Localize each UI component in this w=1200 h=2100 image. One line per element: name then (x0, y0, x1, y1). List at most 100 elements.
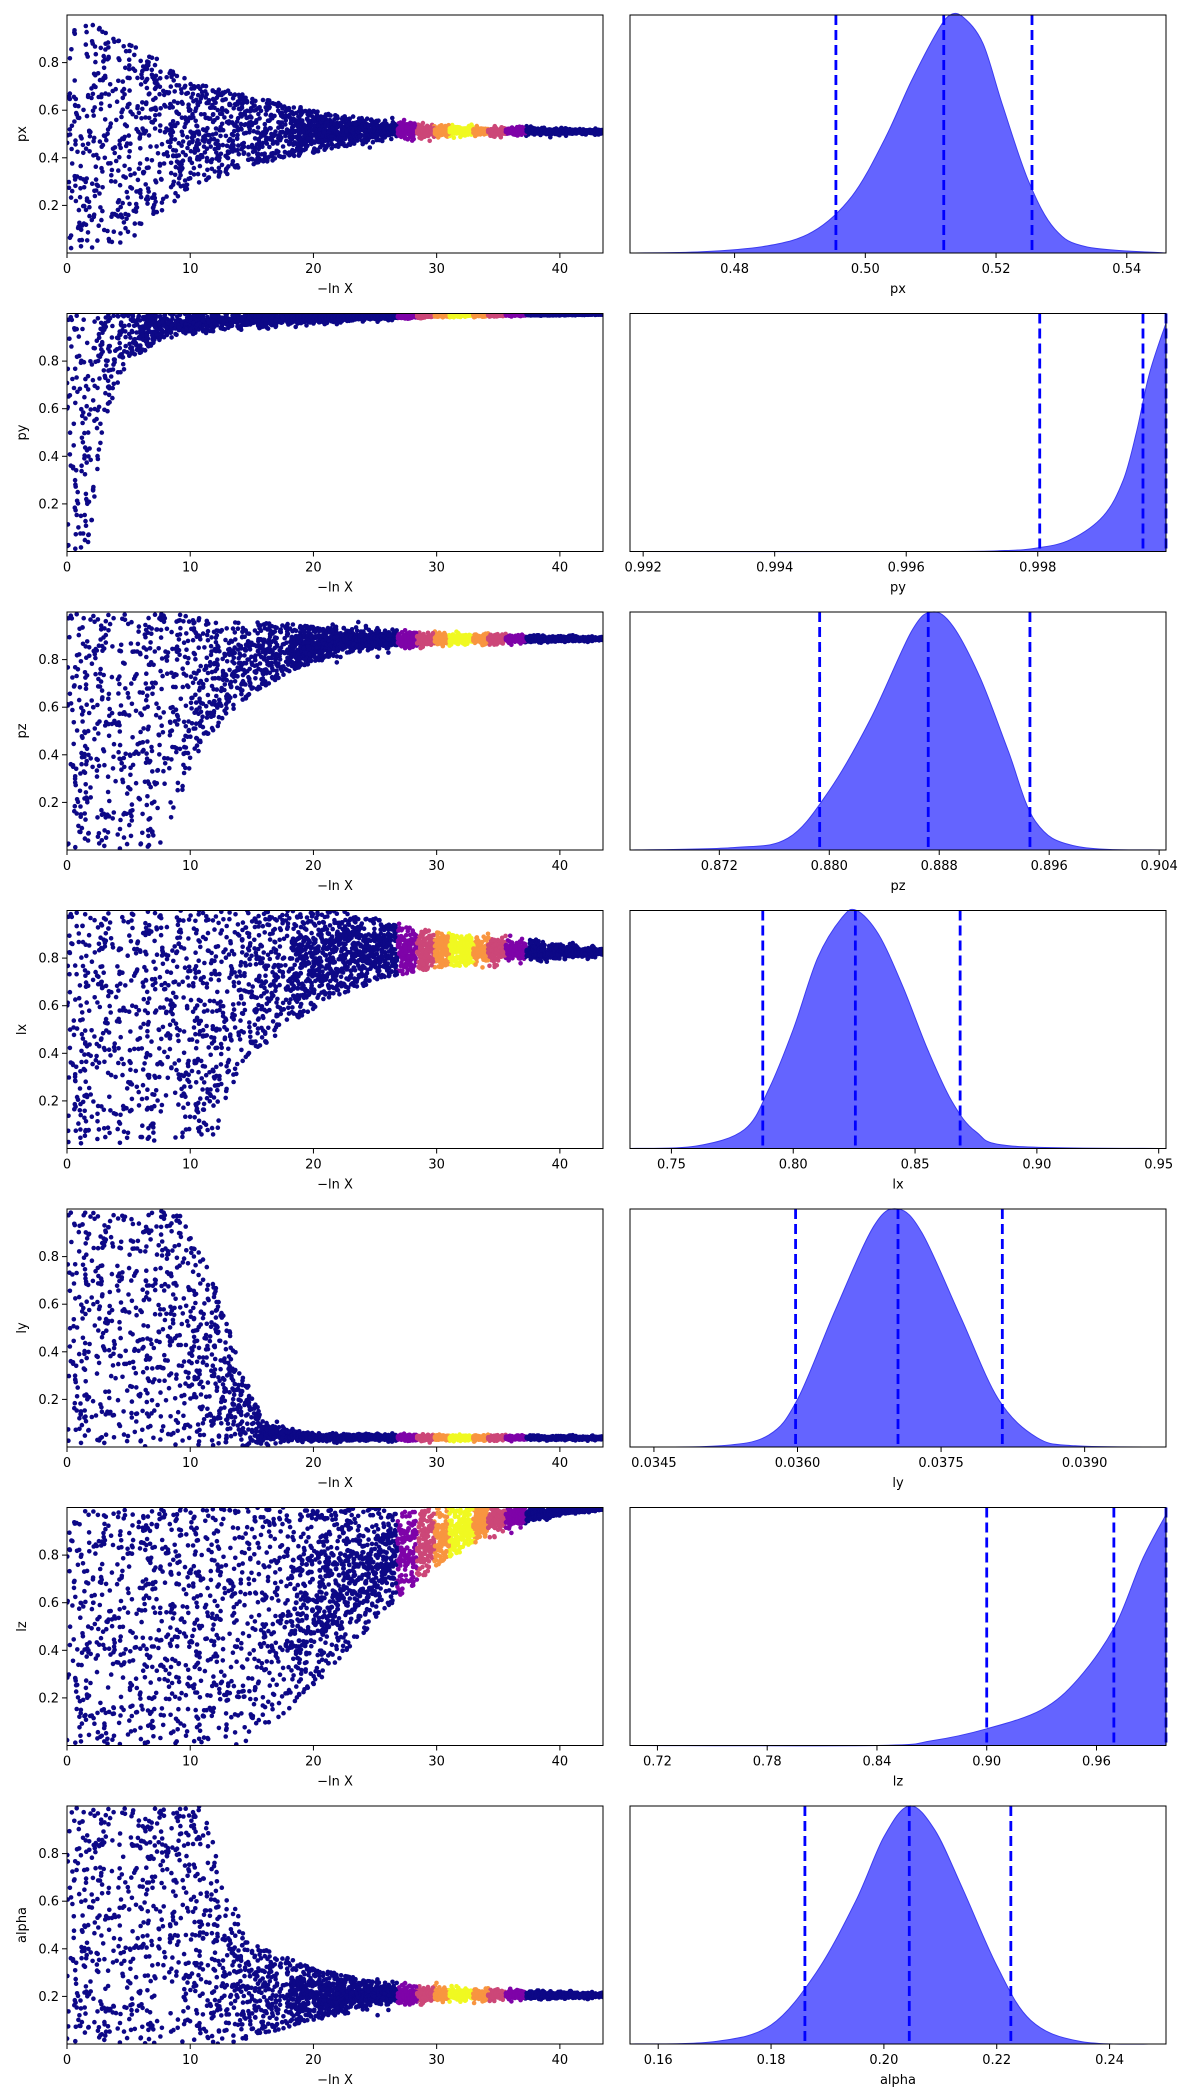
trace-sample-point (78, 244, 84, 249)
trace-sample-point (148, 144, 153, 149)
trace-sample-point (125, 229, 131, 235)
trace-sample-point (198, 96, 204, 101)
trace-sample-point (357, 134, 363, 140)
trace-panel-px: 0 10 20 30 400.20.40.60.8−ln Xpx (15, 14, 604, 297)
trace-sample-point (190, 91, 196, 97)
trace-sample-point (105, 131, 110, 137)
trace-sample-point (94, 338, 100, 344)
trace-sample-point (311, 139, 317, 145)
trace-xtick-label: 30 (428, 262, 445, 277)
trace-sample-point (70, 464, 76, 470)
trace-sample-point (229, 148, 234, 153)
trace-sample-point (203, 133, 208, 138)
trace-sample-point (75, 225, 81, 231)
trace-sample-point (180, 150, 186, 155)
trace-sample-point (150, 74, 155, 80)
trace-sample-point (186, 176, 191, 182)
trace-sample-point (248, 114, 253, 119)
trace-sample-point (176, 160, 181, 166)
trace-sample-point (175, 100, 180, 106)
trace-sample-point (138, 82, 144, 87)
trace-samples-px (67, 22, 603, 251)
trace-sample-point (91, 345, 96, 351)
trace-sample-point (105, 378, 111, 384)
trace-sample-point (83, 146, 89, 151)
trace-sample-point (98, 94, 104, 100)
trace-sample-point (171, 78, 176, 83)
trace-sample-point (116, 168, 121, 173)
trace-sample-point (185, 145, 190, 151)
trace-sample-point (70, 376, 75, 382)
trace-sample-point (138, 58, 143, 64)
trace-sample-point (139, 72, 144, 77)
trace-sample-point (74, 375, 79, 380)
trace-sample-point (341, 140, 346, 146)
trace-sample-point (172, 89, 177, 94)
trace-sample-point (287, 112, 292, 118)
trace-sample-point (118, 240, 123, 245)
trace-sample-point (111, 36, 116, 42)
trace-sample-point (139, 75, 145, 81)
trace-sample-point (87, 133, 93, 139)
trace-sample-point (97, 191, 102, 196)
trace-sample-point (329, 141, 335, 147)
trace-sample-point (184, 182, 190, 188)
trace-sample-point (103, 315, 109, 320)
trace-sample-point (76, 334, 82, 339)
trace-sample-point (197, 157, 202, 162)
trace-sample-point (81, 177, 86, 182)
trace-sample-point (75, 149, 80, 155)
trace-sample-point (107, 103, 113, 109)
trace-sample-point (69, 146, 74, 152)
trace-sample-point (223, 133, 229, 139)
trace-sample-point (138, 343, 143, 348)
trace-sample-point (153, 180, 159, 185)
trace-sample-point (296, 114, 301, 119)
trace-sample-point (169, 74, 174, 80)
trace-sample-point (72, 366, 78, 372)
trace-sample-point (76, 525, 81, 530)
trace-sample-point (263, 112, 269, 117)
trace-sample-point (128, 172, 133, 178)
trace-sample-point (91, 135, 97, 141)
trace-sample-point (188, 148, 194, 154)
trace-sample-point (130, 66, 136, 71)
trace-sample-point (176, 83, 182, 88)
trace-sample-point (164, 194, 169, 199)
trace-sample-point (145, 197, 151, 202)
trace-sample-point (390, 115, 395, 121)
trace-sample-point (78, 163, 83, 169)
trace-sample-point (305, 111, 310, 117)
trace-sample-point (117, 340, 122, 346)
trace-sample-point (95, 358, 101, 364)
trace-sample-point (109, 335, 115, 340)
trace-sample-point (215, 107, 221, 113)
trace-sample-point (155, 151, 161, 156)
trace-sample-point (80, 203, 86, 209)
trace-sample-point (194, 129, 200, 134)
trace-sample-point (200, 83, 206, 88)
trace-sample-point (68, 245, 74, 251)
trace-sample-point (356, 309, 361, 314)
trace-sample-point (127, 149, 132, 154)
trace-sample-point (267, 144, 272, 150)
trace-sample-point (224, 143, 230, 149)
trace-sample-point (160, 196, 166, 202)
trace-sample-point (150, 120, 156, 125)
trace-sample-point (73, 138, 78, 143)
trace-sample-point (108, 161, 113, 166)
trace-sample-point (152, 62, 158, 68)
trace-sample-point (69, 317, 75, 323)
trace-sample-point (84, 403, 89, 409)
trace-sample-point (124, 123, 130, 129)
trace-sample-point (106, 92, 112, 97)
trace-sample-point (249, 156, 254, 162)
trace-sample-point (123, 225, 128, 231)
trace-sample-point (208, 144, 213, 149)
trace-sample-point (230, 161, 235, 167)
trace-sample-point (78, 186, 83, 191)
trace-sample-point (215, 309, 220, 314)
trace-sample-point (83, 42, 89, 47)
trace-sample-point (190, 331, 196, 337)
trace-sample-point (108, 178, 114, 184)
